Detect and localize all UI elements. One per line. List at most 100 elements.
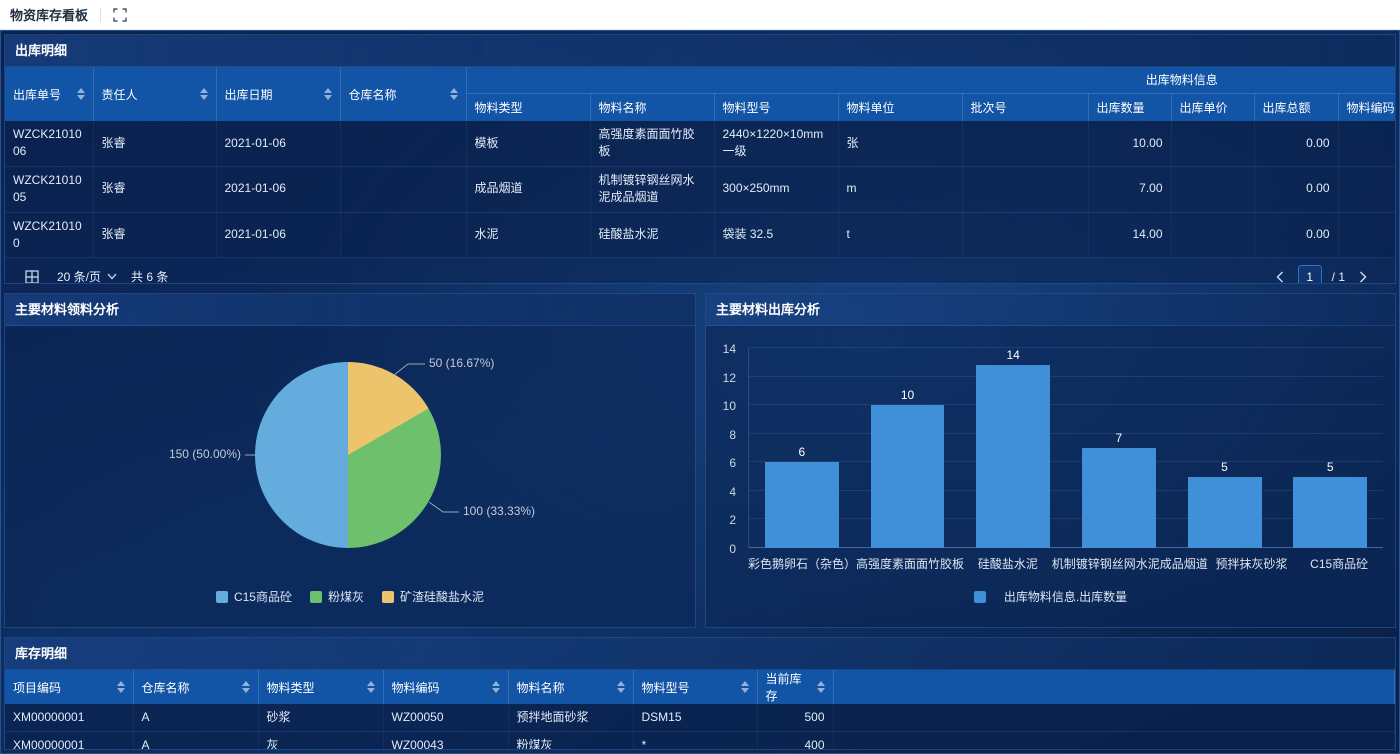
cell-qty: 14.00 [1088, 212, 1172, 259]
column-header-material-name[interactable]: 物料名称 [508, 670, 634, 704]
column-label: 仓库名称 [141, 680, 190, 695]
page-size-select[interactable]: 20 条/页 [57, 268, 117, 283]
y-tick-label: 0 [729, 542, 736, 556]
sort-icon [199, 88, 208, 100]
column-header-order-no[interactable]: 出库单号 [5, 67, 94, 121]
inventory-table-wrap: 项目编码 仓库名称 物料类型 物料编码 物料名称 物料型号 当前库存 XM000… [5, 670, 1395, 749]
bar-series: 6 10 14 7 5 5 [749, 348, 1383, 548]
column-header-material-code[interactable]: 物料编码 [383, 670, 509, 704]
fullscreen-button[interactable] [113, 7, 127, 22]
cell-current-stock: 400 [757, 731, 834, 749]
cell-price [1171, 121, 1255, 167]
outbound-table: 出库单号 责任人 出库日期 仓库名称 出库物料信息 物料类型 物料名称 物料型号… [5, 67, 1395, 259]
dashboard: 出库明细 出库单号 责任人 出库日期 仓库名称 出库物料信息 [0, 30, 1400, 754]
column-header-person[interactable]: 责任人 [93, 67, 217, 121]
column-header-out-total[interactable]: 出库总额 [1254, 93, 1339, 121]
cell-unit: 张 [838, 121, 963, 167]
cell-price [1171, 166, 1255, 213]
bar-value-label: 5 [1221, 459, 1228, 474]
legend-swatch [309, 590, 322, 603]
cell-total: 0.00 [1254, 121, 1339, 167]
column-header-date[interactable]: 出库日期 [216, 67, 341, 121]
column-header-warehouse[interactable]: 仓库名称 [340, 67, 467, 121]
bar[interactable] [1187, 476, 1262, 548]
column-label: 物料编码 [391, 680, 440, 695]
column-header-out-price[interactable]: 出库单价 [1171, 93, 1255, 121]
column-header-material-name[interactable]: 物料名称 [590, 93, 715, 121]
cell-person: 张睿 [93, 212, 217, 259]
column-header-material-type[interactable]: 物料类型 [258, 670, 384, 704]
cell-project-code: XM00000001 [5, 731, 134, 749]
column-label: 仓库名称 [348, 87, 397, 102]
column-label: 出库单号 [13, 87, 62, 102]
column-group-header: 出库物料信息 [466, 67, 1395, 94]
next-page-button[interactable] [1355, 267, 1371, 283]
app-header: 物资库存看板 [0, 0, 1400, 30]
bar[interactable] [870, 405, 945, 548]
cell-material-name: 硅酸盐水泥 [590, 212, 715, 259]
current-page[interactable]: 1 [1297, 264, 1322, 283]
column-header-material-model[interactable]: 物料型号 [714, 93, 839, 121]
bar[interactable] [764, 462, 839, 548]
column-settings-button[interactable] [21, 266, 43, 283]
cell-price [1171, 212, 1255, 259]
bar-legend[interactable]: 出库物料信息.出库数量 [706, 588, 1395, 605]
bar-category-label: C15商品砼 [1310, 557, 1369, 571]
inventory-panel-title: 库存明细 [5, 638, 1395, 670]
legend-swatch [973, 590, 986, 603]
filler-cell [833, 731, 1395, 749]
cell-material-name: 预拌地面砂浆 [508, 704, 634, 733]
pie-chart[interactable] [255, 362, 441, 548]
cell-person: 张睿 [93, 121, 217, 167]
cell-total: 0.00 [1254, 166, 1339, 213]
legend-item[interactable]: 矿渣硅酸盐水泥 [382, 588, 484, 605]
sort-icon [491, 681, 500, 693]
cell-date: 2021-01-06 [216, 166, 341, 213]
bar-panel-title: 主要材料出库分析 [706, 294, 1395, 326]
table-row: WZCK210100 张睿 2021-01-06 水泥 硅酸盐水泥 袋装 32.… [5, 212, 1395, 259]
cell-batch [962, 166, 1089, 213]
column-header-out-qty[interactable]: 出库数量 [1088, 93, 1172, 121]
column-label: 责任人 [101, 87, 138, 102]
total-count: 共 6 条 [131, 270, 169, 284]
column-header-warehouse[interactable]: 仓库名称 [133, 670, 259, 704]
legend-item[interactable]: C15商品砼 [215, 588, 292, 605]
column-header-material-model[interactable]: 物料型号 [633, 670, 758, 704]
cell-code [1338, 166, 1395, 213]
cell-material-type: 砂浆 [258, 704, 384, 733]
sort-icon [366, 681, 375, 693]
bar-category-label: 机制镀锌钢丝网水泥成品烟道 [1051, 557, 1208, 571]
pie-callout-label: 100 (33.33%) [463, 504, 536, 518]
filler-header-cell [833, 670, 1395, 704]
bar[interactable] [1293, 476, 1368, 548]
column-header-material-type[interactable]: 物料类型 [466, 93, 591, 121]
y-tick-label: 2 [729, 513, 736, 528]
legend-label: C15商品砼 [233, 590, 292, 604]
column-header-batch-no[interactable]: 批次号 [962, 93, 1089, 121]
bar-chart-area: 0 2 4 6 8 10 12 14 6 10 14 7 5 5 彩色鹅卵石（杂色） 高强度素面面竹胶板硅… [706, 326, 1395, 627]
column-header-project-code[interactable]: 项目编码 [5, 670, 134, 704]
cell-current-stock: 500 [757, 704, 834, 733]
chevron-down-icon [107, 273, 117, 280]
bar-value-label: 6 [798, 445, 806, 460]
column-header-material-code[interactable]: 物料编码 [1338, 93, 1395, 121]
legend-label: 粉煤灰 [327, 590, 364, 604]
cell-qty: 10.00 [1088, 121, 1172, 167]
cell-warehouse [340, 212, 467, 259]
column-header-material-unit[interactable]: 物料单位 [838, 93, 963, 121]
legend-label: 矿渣硅酸盐水泥 [400, 590, 485, 604]
cell-batch [962, 121, 1089, 167]
cell-warehouse: A [133, 704, 259, 733]
cell-batch [962, 212, 1089, 259]
bar-category-label: 硅酸盐水泥 [977, 557, 1038, 571]
legend-item[interactable]: 粉煤灰 [309, 588, 364, 605]
prev-page-button[interactable] [1272, 267, 1288, 283]
cell-qty: 7.00 [1088, 166, 1172, 213]
column-header-current-stock[interactable]: 当前库存 [757, 670, 834, 704]
bar[interactable] [976, 365, 1051, 548]
bar-plot: 6 10 14 7 5 5 [748, 347, 1383, 548]
pie-chart-area: 50 (16.67%) 100 (33.33%) 150 (50.00%) C1… [5, 326, 695, 627]
sort-icon [616, 681, 625, 693]
bar[interactable] [1081, 448, 1156, 548]
cell-unit: t [838, 212, 963, 259]
